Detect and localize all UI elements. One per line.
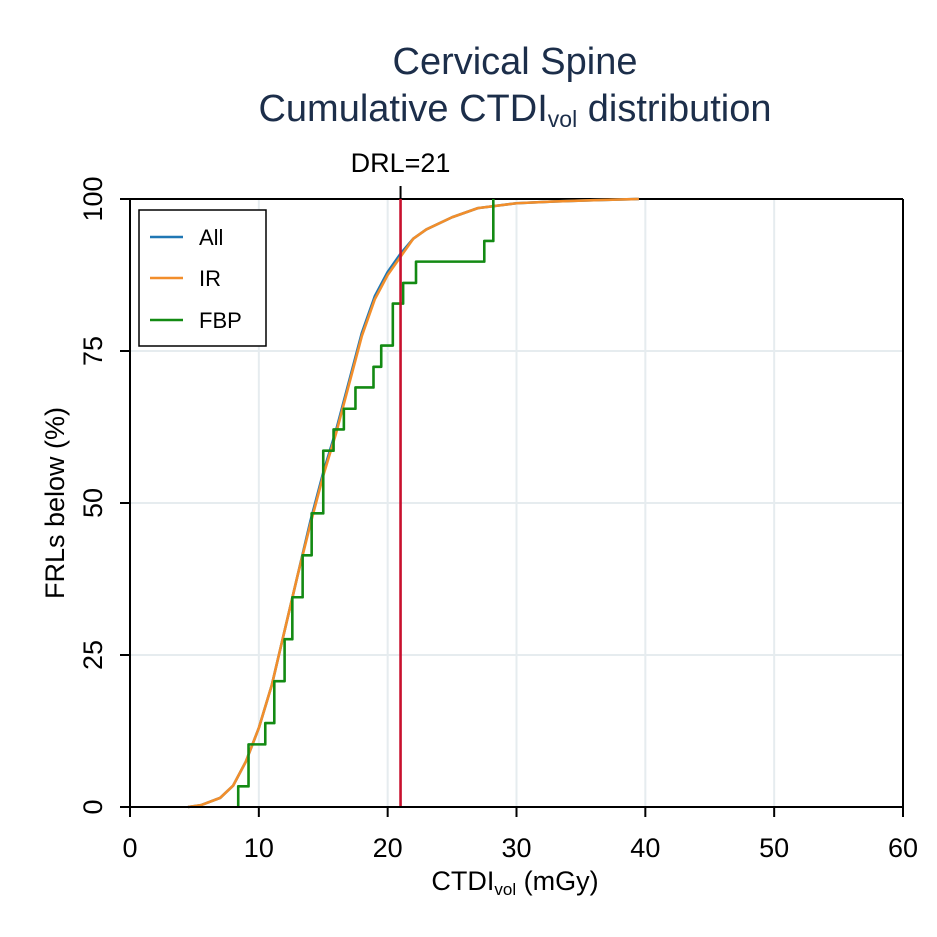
drl-label: DRL=21	[351, 148, 451, 178]
x-tick-label: 0	[122, 833, 137, 863]
chart-title-line2: Cumulative CTDIvol distribution	[258, 88, 771, 132]
reference-line-layer: DRL=21	[351, 148, 451, 807]
grid-layer	[130, 199, 903, 807]
legend-label-fbp: FBP	[199, 308, 242, 333]
y-tick-label: 25	[78, 640, 108, 670]
y-tick-label: 0	[78, 799, 108, 814]
y-tick-label: 75	[78, 336, 108, 366]
x-axis-label: CTDIvol (mGy)	[431, 866, 598, 899]
legend-label-all: All	[199, 225, 223, 250]
y-tick-label: 50	[78, 488, 108, 518]
chart-title-line1: Cervical Spine	[393, 41, 638, 83]
x-tick-label: 50	[759, 833, 789, 863]
x-tick-label: 30	[501, 833, 531, 863]
legend-label-ir: IR	[199, 266, 221, 291]
axis-layer: 0 10 20 30 40 50 60 0 25 50 75 100	[78, 176, 918, 863]
x-tick-label: 40	[630, 833, 660, 863]
legend: All IR FBP	[138, 209, 267, 347]
y-axis-label: FRLs below (%)	[40, 407, 70, 599]
plot-frame	[130, 198, 904, 807]
series-line-fbp	[236, 199, 495, 807]
x-tick-label: 20	[373, 833, 403, 863]
x-tick-label: 10	[244, 833, 274, 863]
x-tick-label: 60	[888, 833, 918, 863]
series-layer	[187, 197, 639, 809]
series-line-ir	[187, 197, 639, 809]
y-tick-label: 100	[78, 176, 108, 221]
